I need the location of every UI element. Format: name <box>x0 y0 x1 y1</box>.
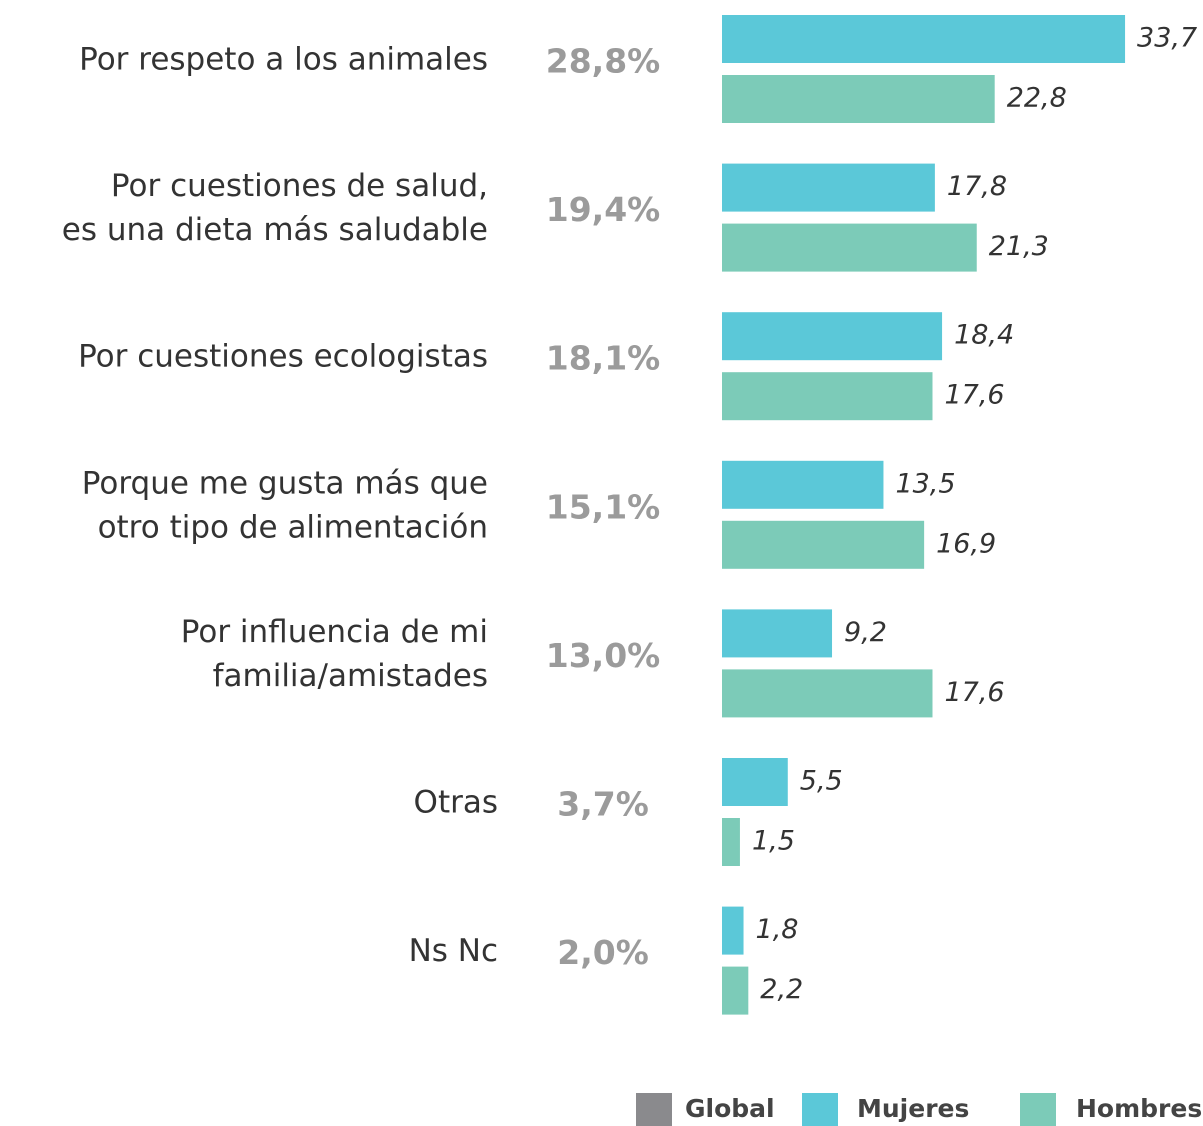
category-label: familia/amistades <box>213 658 488 694</box>
legend-label: Global <box>685 1094 775 1123</box>
category-label: otro tipo de alimentación <box>98 509 488 545</box>
legend-swatch <box>802 1093 838 1126</box>
value-label: 16,9 <box>936 528 996 559</box>
bar <box>722 966 749 1015</box>
value-label: 1,5 <box>752 826 795 857</box>
global-value: 13,0% <box>546 636 661 675</box>
value-label: 22,8 <box>1007 83 1067 114</box>
global-value: 3,7% <box>557 785 649 824</box>
value-label: 33,7 <box>1137 23 1197 54</box>
value-label: 9,2 <box>844 617 887 648</box>
value-label: 18,4 <box>954 320 1014 351</box>
value-label: 17,8 <box>947 171 1007 202</box>
category-label: Por cuestiones de salud, <box>111 168 488 204</box>
bar <box>722 75 995 123</box>
bar <box>722 312 943 361</box>
category-label: Por cuestiones ecologistas <box>78 339 488 375</box>
global-value: 28,8% <box>546 42 661 81</box>
bar <box>722 15 1126 63</box>
bar <box>722 163 935 212</box>
bar <box>722 758 788 806</box>
value-label: 2,2 <box>760 974 803 1005</box>
category-label: es una dieta más saludable <box>62 212 488 248</box>
bar <box>722 460 884 509</box>
value-label: 17,6 <box>944 677 1004 708</box>
bar <box>722 818 740 866</box>
legend-swatch <box>636 1093 672 1126</box>
bar <box>722 372 933 421</box>
value-label: 17,6 <box>944 380 1004 411</box>
value-label: 13,5 <box>895 468 955 499</box>
global-value: 19,4% <box>546 190 661 229</box>
value-label: 5,5 <box>800 766 843 797</box>
value-label: 21,3 <box>989 231 1049 262</box>
category-label: Otras <box>414 785 498 821</box>
bar <box>722 609 833 658</box>
bar <box>722 520 925 569</box>
global-value: 2,0% <box>557 933 649 972</box>
category-label: Por respeto a los animales <box>79 42 488 78</box>
value-label: 1,8 <box>756 914 799 945</box>
legend-swatch <box>1020 1093 1056 1126</box>
global-value: 15,1% <box>546 487 661 526</box>
bar <box>722 906 744 955</box>
category-label: Por influencia de mi <box>181 614 488 650</box>
legend-label: Mujeres <box>857 1094 969 1123</box>
bar <box>722 223 977 272</box>
global-value: 18,1% <box>546 339 661 378</box>
legend-label: Hombres <box>1076 1094 1202 1123</box>
category-label: Ns Nc <box>409 933 498 969</box>
category-label: Porque me gusta más que <box>82 465 488 501</box>
bar <box>722 669 933 718</box>
